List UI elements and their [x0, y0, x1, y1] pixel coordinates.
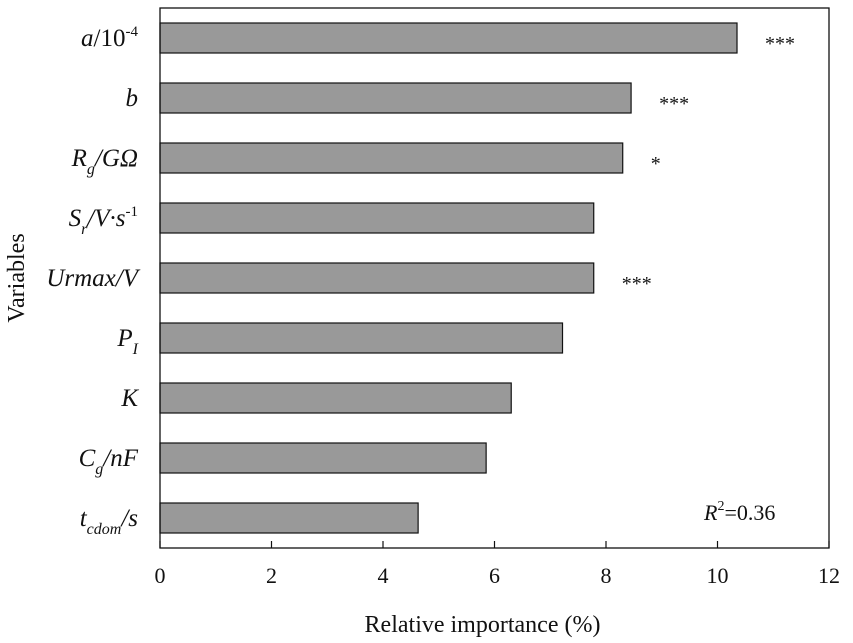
bar — [159, 82, 632, 114]
r-squared-value: =0.36 — [724, 500, 775, 525]
significance-label: *** — [659, 93, 689, 115]
bar — [159, 502, 419, 534]
significance-label: * — [651, 153, 661, 175]
category-label: Rg/GΩ — [71, 145, 138, 178]
bar — [159, 442, 487, 474]
bar — [159, 202, 595, 234]
category-label: Sr/V·s-1 — [69, 204, 138, 238]
x-tick-label: 4 — [378, 563, 389, 588]
significance-label: *** — [622, 273, 652, 295]
x-tick-label: 0 — [155, 563, 166, 588]
significance-label: *** — [765, 33, 795, 55]
category-label: tcdom/s — [80, 505, 138, 538]
bars-group — [159, 22, 738, 534]
bar — [159, 262, 595, 294]
bar — [159, 382, 512, 414]
x-tick-label: 8 — [601, 563, 612, 588]
category-labels: a/10-4 b Rg/GΩ Sr/V·s-1 Urmax/V PI K Cg/nF tcdom… — [46, 24, 140, 538]
category-label: b — [126, 85, 139, 112]
bar — [159, 22, 738, 54]
x-tick-label: 12 — [818, 563, 840, 588]
category-label: Urmax/V — [46, 265, 140, 292]
significance-labels: ********** — [622, 33, 795, 295]
category-label: Cg/nF — [79, 445, 139, 478]
x-tick-label: 6 — [489, 563, 500, 588]
x-axis: 0 2 4 6 8 10 12 — [155, 541, 840, 588]
x-tick-label: 2 — [266, 563, 277, 588]
r-squared-superscript: 2 — [717, 499, 724, 514]
category-label: K — [120, 385, 139, 412]
category-label: PI — [116, 325, 138, 358]
r-squared-symbol: R — [703, 500, 718, 525]
r-squared-annotation: R2=0.36 — [703, 499, 775, 525]
bar — [159, 322, 564, 354]
x-tick-label: 10 — [707, 563, 729, 588]
y-axis-title: Variables — [4, 233, 30, 322]
bar — [159, 142, 624, 174]
category-label: a/10-4 — [81, 24, 138, 52]
x-axis-title: Relative importance (%) — [365, 612, 601, 638]
